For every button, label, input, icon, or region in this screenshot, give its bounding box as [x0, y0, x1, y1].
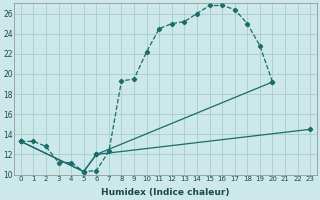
X-axis label: Humidex (Indice chaleur): Humidex (Indice chaleur)	[101, 188, 230, 197]
